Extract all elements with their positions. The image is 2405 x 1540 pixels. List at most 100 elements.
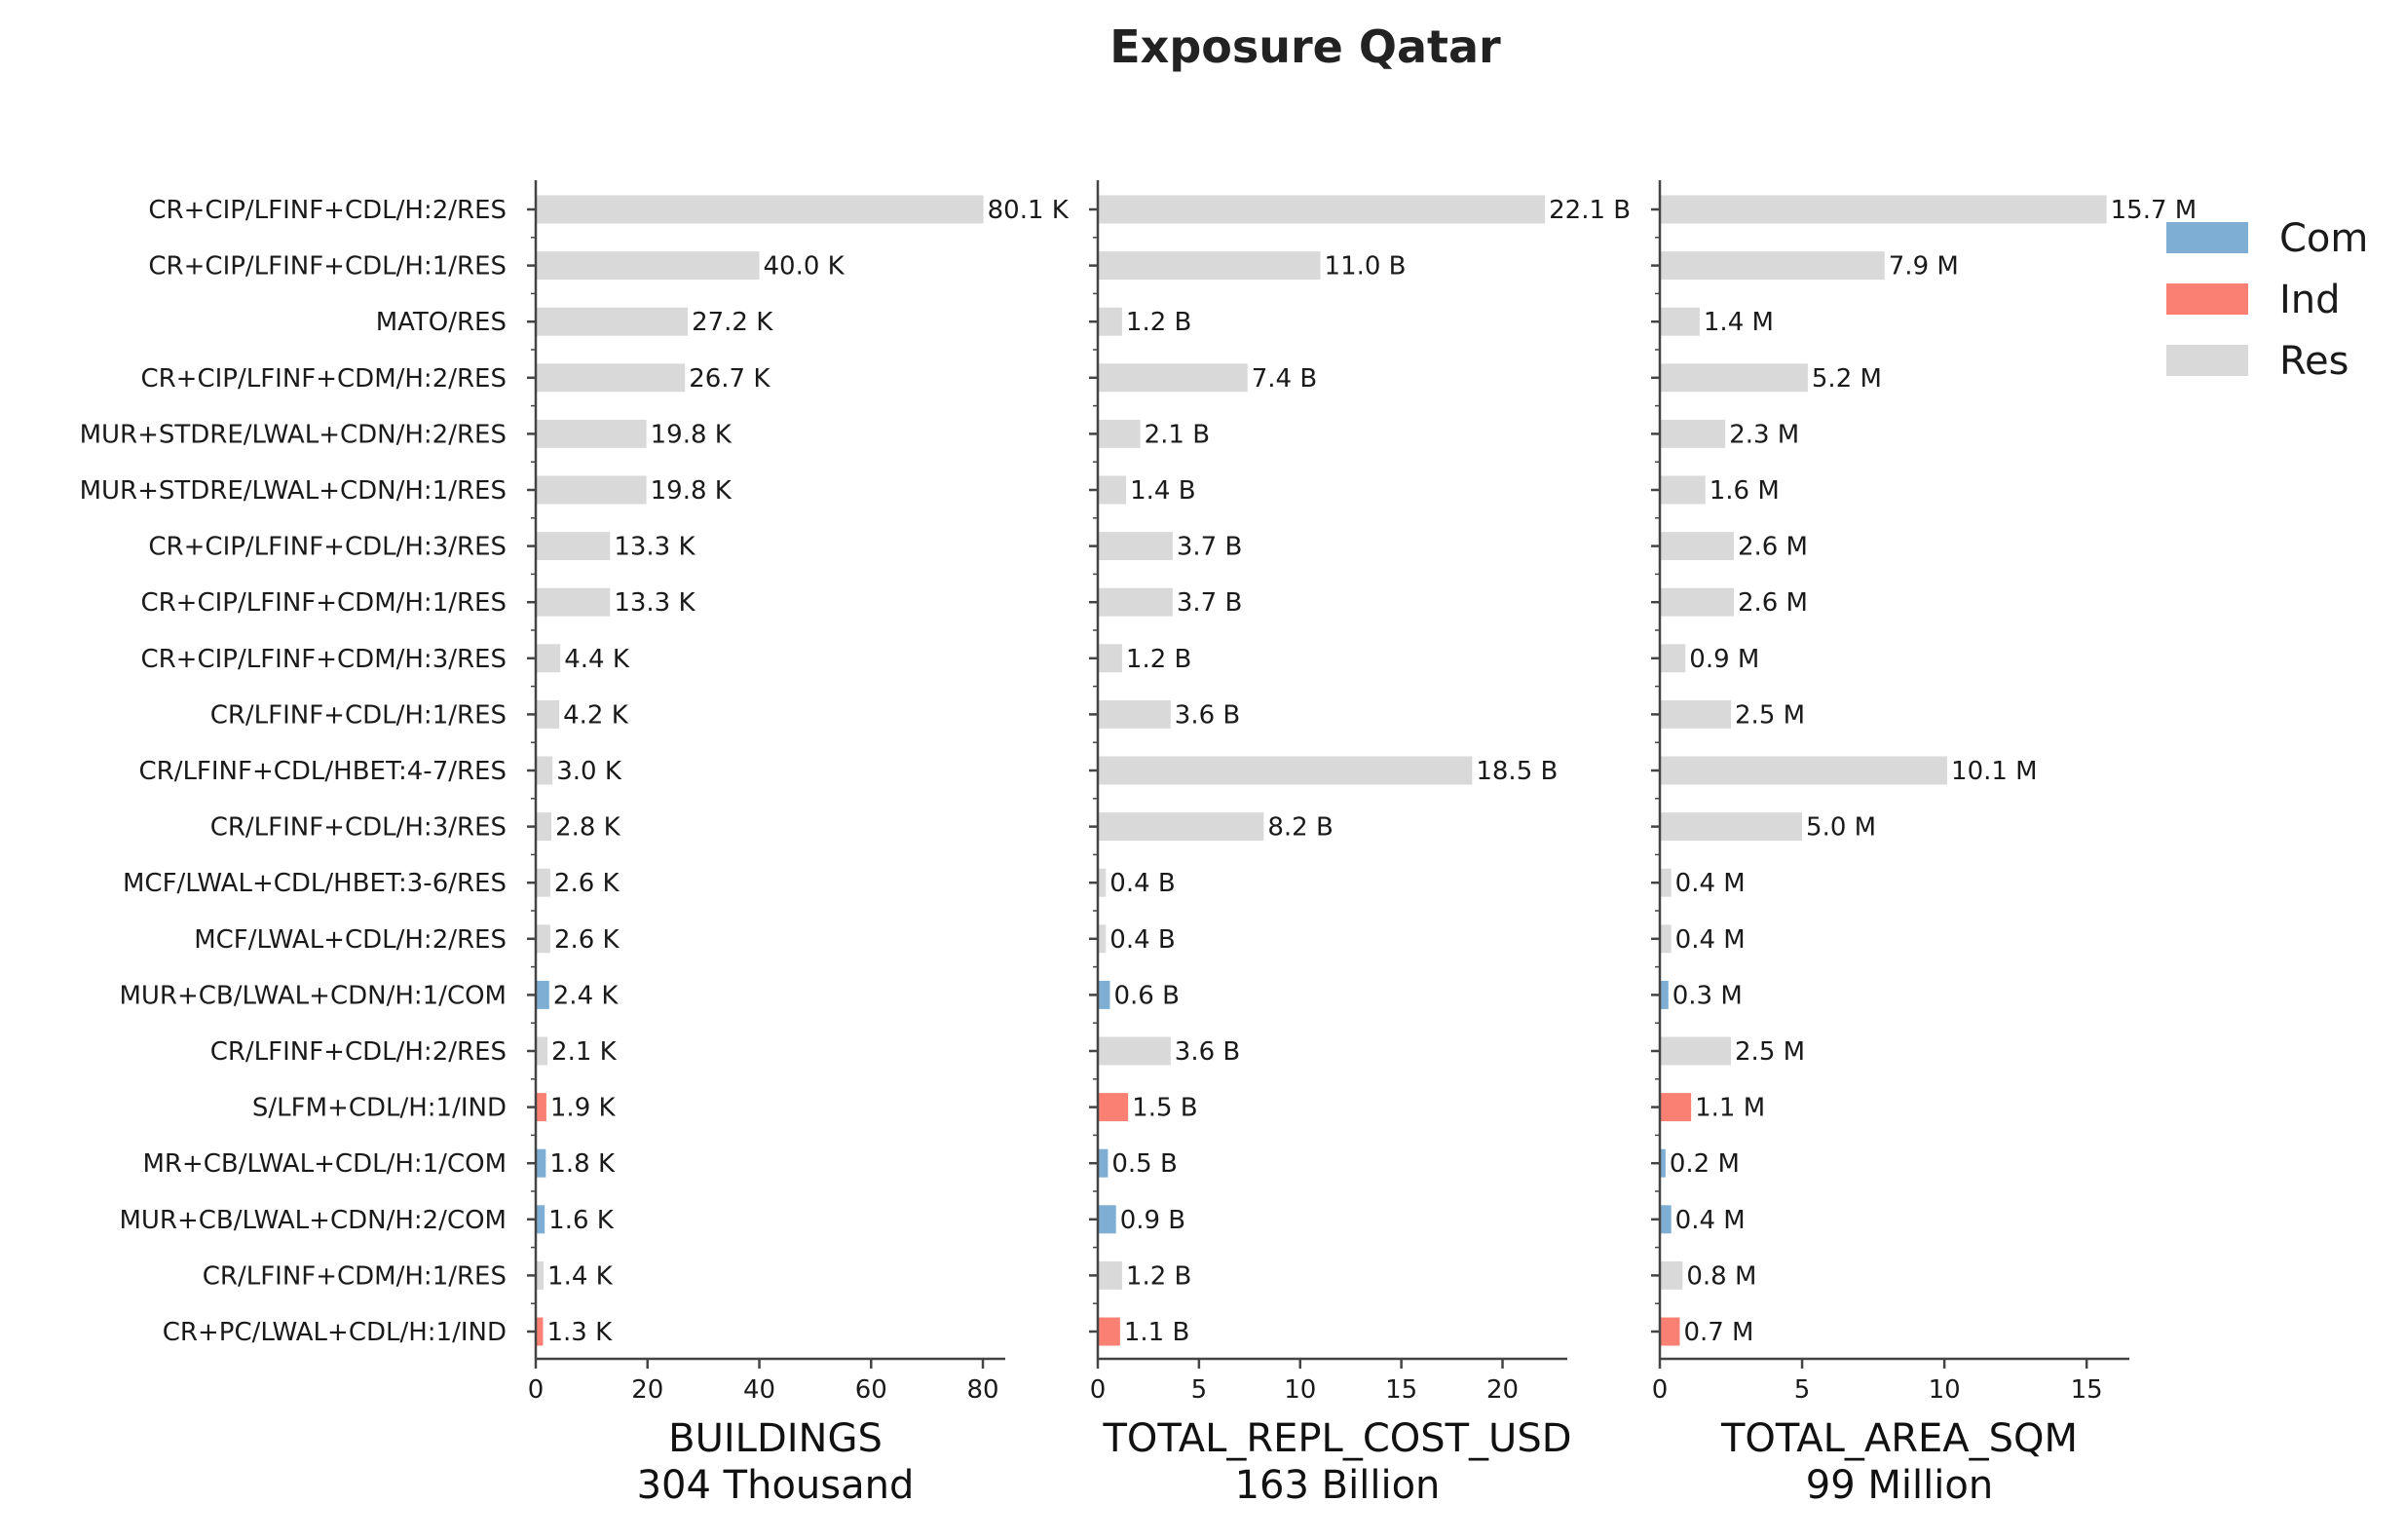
data-label: 0.3 M <box>1672 981 1743 1010</box>
data-label: 1.1 M <box>1695 1094 1765 1123</box>
data-label: 1.5 B <box>1132 1094 1197 1123</box>
data-label: 0.9 M <box>1689 645 1759 674</box>
bar-3-3 <box>1660 307 1700 336</box>
bar-3-2 <box>1660 251 1885 281</box>
y-tick-label: CR+CIP/LFINF+CDM/H:2/RES <box>140 364 507 394</box>
bar-1-7 <box>536 532 611 561</box>
data-label: 1.9 K <box>550 1094 617 1123</box>
x-tick-label: 10 <box>1929 1375 1961 1405</box>
data-label: 7.4 B <box>1252 364 1317 394</box>
bar-1-14 <box>536 924 550 954</box>
x-axis-label: TOTAL_REPL_COST_USD <box>1102 1416 1571 1461</box>
bar-2-3 <box>1098 307 1122 336</box>
x-tick-label: 0 <box>528 1375 545 1405</box>
bar-1-17 <box>536 1093 546 1122</box>
panel-2: 22.1 B 11.0 B 1.2 B 7.4 B 2.1 B 1.4 B 3.7 B 3.7… <box>1089 180 1631 1508</box>
bar-3-13 <box>1660 868 1672 897</box>
data-label: 4.2 K <box>563 700 629 730</box>
panel-total: 304 Thousand <box>637 1463 915 1508</box>
data-label: 0.4 M <box>1675 925 1746 955</box>
bar-1-13 <box>536 868 550 897</box>
data-label: 18.5 B <box>1476 757 1558 786</box>
data-label: 2.3 M <box>1729 420 1799 449</box>
bar-3-19 <box>1660 1205 1672 1234</box>
bar-3-4 <box>1660 363 1808 393</box>
data-label: 11.0 B <box>1325 252 1407 282</box>
y-tick-label: MUR+CB/LWAL+CDN/H:1/COM <box>119 981 507 1010</box>
bar-3-8 <box>1660 587 1734 617</box>
data-label: 15.7 M <box>2111 196 2198 225</box>
y-tick-label: MCF/LWAL+CDL/HBET:3-6/RES <box>123 869 507 898</box>
data-label: 2.5 M <box>1735 1037 1805 1067</box>
y-tick-label: CR/LFINF+CDL/HBET:4-7/RES <box>138 757 507 786</box>
bar-3-20 <box>1660 1260 1683 1290</box>
data-label: 1.4 M <box>1704 308 1774 337</box>
x-tick-label: 80 <box>967 1375 999 1405</box>
bar-2-2 <box>1098 251 1321 281</box>
data-label: 0.6 B <box>1113 981 1179 1010</box>
bar-2-19 <box>1098 1205 1116 1234</box>
data-label: 2.6 K <box>554 925 620 955</box>
bar-3-15 <box>1660 980 1669 1009</box>
bar-1-15 <box>536 980 549 1009</box>
bar-3-5 <box>1660 419 1726 448</box>
data-label: 8.2 B <box>1267 813 1333 843</box>
x-axis-label: TOTAL_AREA_SQM <box>1720 1416 2078 1461</box>
data-label: 0.4 M <box>1675 1206 1746 1235</box>
bar-3-14 <box>1660 924 1672 954</box>
x-tick-label: 10 <box>1284 1375 1316 1405</box>
data-label: 22.1 B <box>1549 196 1631 225</box>
data-label: 2.1 K <box>551 1037 618 1067</box>
bar-2-5 <box>1098 419 1141 448</box>
y-tick-label: CR+PC/LWAL+CDL/H:1/IND <box>163 1318 507 1347</box>
x-tick-label: 5 <box>1191 1375 1208 1405</box>
bar-2-17 <box>1098 1093 1129 1122</box>
y-tick-label: CR+CIP/LFINF+CDM/H:3/RES <box>140 645 507 674</box>
x-tick-label: 40 <box>743 1375 775 1405</box>
bar-2-15 <box>1098 980 1110 1009</box>
bar-1-2 <box>536 251 760 281</box>
legend-swatch-com <box>2166 222 2248 253</box>
y-tick-label: MCF/LWAL+CDL/H:2/RES <box>194 925 507 955</box>
y-tick-label: S/LFM+CDL/H:1/IND <box>252 1094 507 1123</box>
data-label: 2.5 M <box>1735 700 1805 730</box>
bar-2-9 <box>1098 644 1122 673</box>
y-tick-label: MUR+STDRE/LWAL+CDN/H:1/RES <box>80 476 507 506</box>
bar-3-16 <box>1660 1036 1732 1066</box>
x-tick-label: 20 <box>1486 1375 1519 1405</box>
bar-2-13 <box>1098 868 1107 897</box>
data-label: 80.1 K <box>988 196 1070 225</box>
data-label: 10.1 M <box>1951 757 2038 786</box>
bar-1-1 <box>536 195 984 224</box>
data-label: 13.3 K <box>614 533 695 562</box>
data-label: 2.6 K <box>554 869 620 898</box>
y-tick-label: MR+CB/LWAL+CDL/H:1/COM <box>142 1149 507 1179</box>
data-label: 2.1 B <box>1145 420 1210 449</box>
bar-1-19 <box>536 1205 545 1234</box>
data-label: 0.8 M <box>1686 1261 1756 1291</box>
data-label: 0.2 M <box>1670 1149 1740 1179</box>
y-tick-label: CR+CIP/LFINF+CDM/H:1/RES <box>140 588 507 618</box>
bar-3-18 <box>1660 1148 1666 1178</box>
x-tick-label: 5 <box>1794 1375 1811 1405</box>
x-tick-label: 0 <box>1652 1375 1669 1405</box>
data-label: 1.2 B <box>1126 645 1191 674</box>
data-label: 3.6 B <box>1175 700 1240 730</box>
y-tick-label: CR/LFINF+CDM/H:1/RES <box>203 1261 507 1291</box>
bar-1-21 <box>536 1317 544 1346</box>
data-label: 2.8 K <box>555 813 621 843</box>
x-axis-label: BUILDINGS <box>668 1416 883 1461</box>
y-tick-label: CR+CIP/LFINF+CDL/H:3/RES <box>148 533 507 562</box>
data-label: 3.7 B <box>1177 588 1242 618</box>
data-label: 0.9 B <box>1120 1206 1185 1235</box>
y-axis-labels: CR+CIP/LFINF+CDL/H:2/RES CR+CIP/LFINF+CDL… <box>80 196 507 1347</box>
data-label: 19.8 K <box>651 420 733 449</box>
bar-2-21 <box>1098 1317 1120 1346</box>
data-label: 4.4 K <box>564 645 630 674</box>
bar-3-10 <box>1660 699 1732 729</box>
bar-1-11 <box>536 756 553 785</box>
data-label: 1.2 B <box>1126 1261 1191 1291</box>
data-label: 0.4 B <box>1109 925 1175 955</box>
bar-2-18 <box>1098 1148 1109 1178</box>
